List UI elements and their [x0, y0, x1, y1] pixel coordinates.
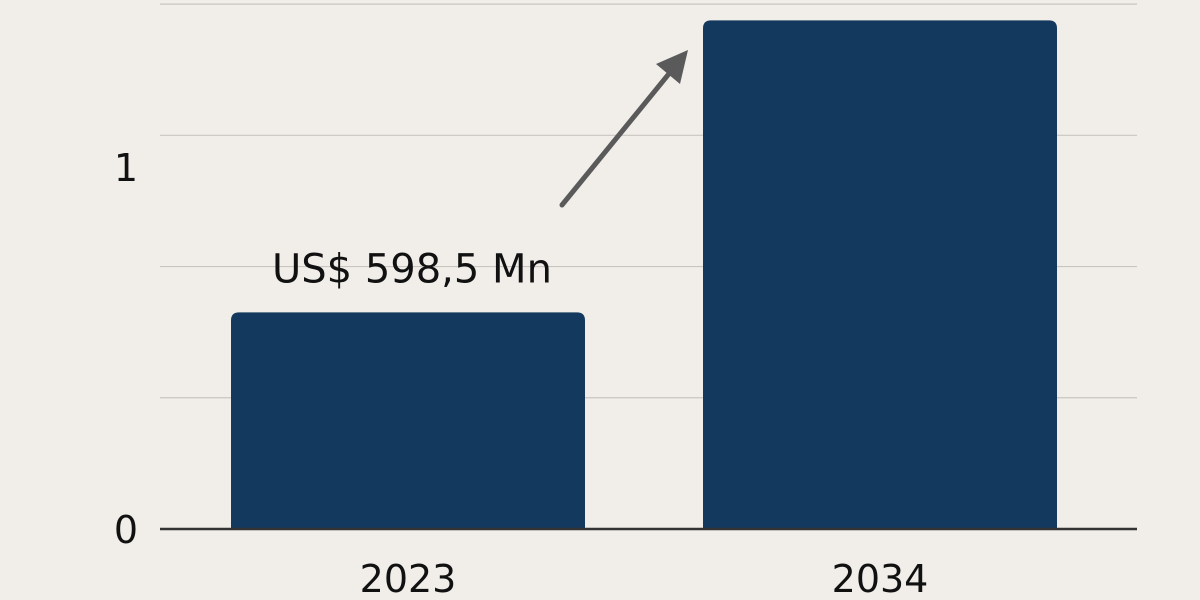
growth-arrow-head: [656, 50, 688, 84]
x-tick-label: 2034: [832, 557, 929, 600]
bar-layer: [231, 20, 1057, 529]
x-tick-label: 2023: [360, 557, 457, 600]
growth-arrow-shaft: [559, 67, 675, 208]
label-layer: 0 1 2023 2034: [114, 146, 929, 600]
bar-2034: [703, 20, 1057, 529]
y-tick-label: 1: [114, 146, 138, 190]
bar-2023: [231, 312, 585, 529]
annotation-layer: US$ 598,5 Mn: [272, 50, 688, 292]
value-annotation: US$ 598,5 Mn: [272, 246, 552, 292]
y-tick-label: 0: [114, 508, 138, 552]
